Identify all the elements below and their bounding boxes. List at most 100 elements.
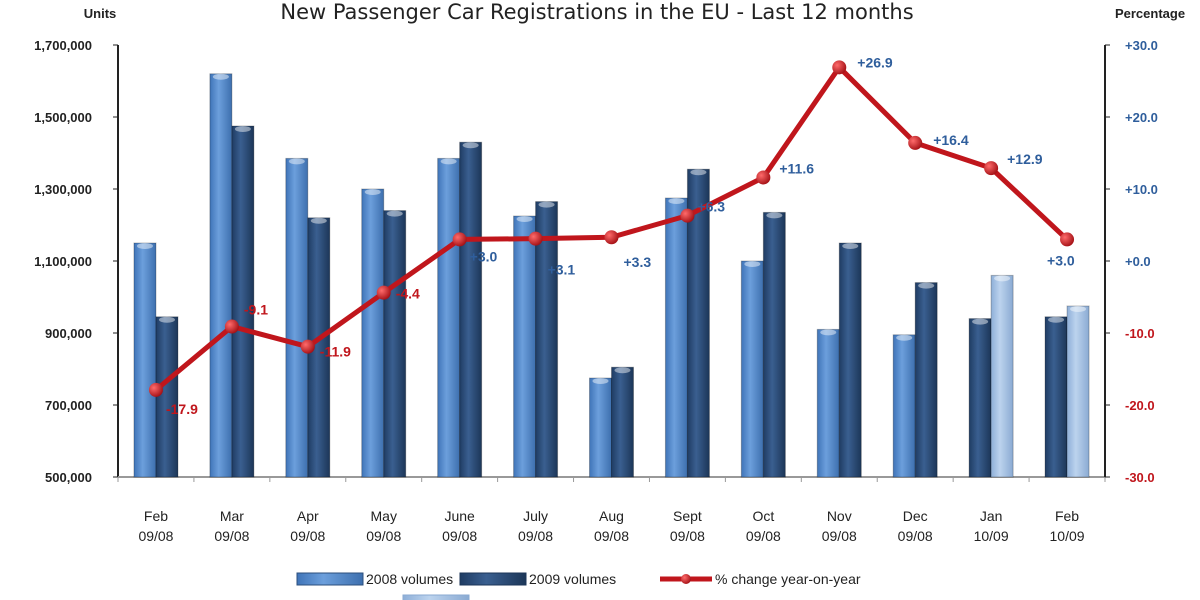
x-label-period: 10/09 xyxy=(974,528,1009,544)
bar-2008 xyxy=(437,157,461,478)
bar-cap-2008 xyxy=(516,216,533,222)
pct-change-point xyxy=(756,170,771,185)
right-tick-label: +30.0 xyxy=(1125,38,1158,53)
right-tick-label: +20.0 xyxy=(1125,110,1158,125)
x-label-month: Dec xyxy=(903,508,928,524)
x-label-period: 10/09 xyxy=(1050,528,1085,544)
bar-2008 xyxy=(209,73,233,478)
bar-cap-2009 xyxy=(972,318,989,325)
bar-cap-2009 xyxy=(158,316,175,323)
bar-cap-2008 xyxy=(592,378,609,384)
right-tick-label: -10.0 xyxy=(1125,326,1155,341)
legend: 2008 volumes 2009 volumes % change year-… xyxy=(296,571,861,600)
bar-2009 xyxy=(611,366,634,478)
pct-change-point xyxy=(300,339,315,354)
bar-2008 xyxy=(589,377,612,478)
pct-change-label: +3.0 xyxy=(1047,252,1075,268)
bar-cap-2008 xyxy=(136,243,153,249)
left-tick-label: 1,300,000 xyxy=(34,182,92,197)
right-tick-label: +10.0 xyxy=(1125,182,1158,197)
left-tick-label: 1,700,000 xyxy=(34,38,92,53)
x-label-period: 09/08 xyxy=(214,528,249,544)
bar-cap-2009 xyxy=(386,210,403,217)
bar-cap-2009 xyxy=(614,367,631,374)
bar-2009 xyxy=(383,210,407,478)
y-axis-label: Units xyxy=(84,6,117,21)
bar-cap-2009 xyxy=(1048,316,1065,323)
legend-swatch-2008 xyxy=(296,572,364,586)
bar-2009 xyxy=(914,282,938,478)
x-label-month: May xyxy=(371,508,397,524)
pct-change-label: -11.9 xyxy=(320,344,351,360)
x-axis-labels: Feb 09/08 Mar 09/08 Apr 09/08 May 09/08 June 09/0… xyxy=(138,508,1084,544)
x-label-period: 09/08 xyxy=(898,528,933,544)
x-label-month: Apr xyxy=(297,508,319,524)
pct-change-point xyxy=(680,208,695,223)
x-label-month: Feb xyxy=(1055,508,1079,524)
right-tick-label: -30.0 xyxy=(1125,470,1155,485)
bar-2009 xyxy=(231,125,255,478)
bar-2009 xyxy=(762,211,786,478)
pct-change-point xyxy=(148,382,163,397)
left-tick-label: 500,000 xyxy=(45,470,92,485)
legend-label-2008: 2008 volumes xyxy=(366,571,453,587)
left-tick-label: 900,000 xyxy=(45,326,92,341)
bar-2008 xyxy=(513,215,537,478)
pct-change-label: -17.9 xyxy=(166,401,198,417)
bar-cap-2008 xyxy=(440,158,457,165)
x-label-month: Nov xyxy=(827,508,852,524)
x-label-period: 09/08 xyxy=(746,528,781,544)
pct-change-label: +16.4 xyxy=(933,132,969,148)
legend-swatch-2010 xyxy=(402,594,470,600)
x-label-month: Feb xyxy=(144,508,168,524)
x-label-period: 09/08 xyxy=(138,528,173,544)
bar-2009 xyxy=(155,316,179,478)
bar-cap-2009 xyxy=(690,169,707,176)
x-label-period: 09/08 xyxy=(594,528,629,544)
legend-dot-marker xyxy=(681,574,691,584)
bar-2009 xyxy=(968,318,992,478)
pct-change-line xyxy=(148,60,1075,397)
bar-2008 xyxy=(892,334,916,478)
bar-cap-2010 xyxy=(994,275,1011,282)
pct-change-label: -4.4 xyxy=(396,286,420,302)
legend-label-line: % change year-on-year xyxy=(715,571,861,587)
pct-change-point xyxy=(376,285,391,300)
bar-2008 xyxy=(664,197,688,478)
bar-cap-2009 xyxy=(766,212,783,219)
pct-change-label: +26.9 xyxy=(857,54,893,70)
x-label-month: Oct xyxy=(752,508,774,524)
right-tick-label: +0.0 xyxy=(1125,254,1151,269)
chart-title: New Passenger Car Registrations in the E… xyxy=(280,0,913,24)
bar-2008 xyxy=(740,260,764,478)
bar-2009 xyxy=(459,141,483,478)
pct-change-point xyxy=(908,135,923,150)
bar-2010 xyxy=(990,274,1014,478)
y2-axis-label: Percentage xyxy=(1115,6,1185,21)
bar-cap-2008 xyxy=(364,189,381,195)
bar-cap-2009 xyxy=(462,142,479,149)
bar-cap-2008 xyxy=(668,198,685,204)
bar-cap-2009 xyxy=(538,201,555,208)
pct-change-point xyxy=(528,231,543,246)
x-label-month: July xyxy=(523,508,548,524)
x-label-period: 09/08 xyxy=(670,528,705,544)
bar-2008 xyxy=(361,188,385,478)
legend-swatch-2009 xyxy=(459,572,527,586)
left-tick-label: 700,000 xyxy=(45,398,92,413)
bars xyxy=(133,73,1090,478)
pct-change-label: -9.1 xyxy=(244,302,268,318)
x-label-period: 09/08 xyxy=(290,528,325,544)
bar-2009 xyxy=(1044,316,1068,478)
pct-change-point xyxy=(984,161,999,176)
right-tick-label: -20.0 xyxy=(1125,398,1155,413)
bar-2009 xyxy=(686,168,710,478)
pct-change-label: +3.1 xyxy=(548,262,576,278)
x-label-month: Aug xyxy=(599,508,624,524)
bar-2009 xyxy=(535,201,559,478)
x-label-month: June xyxy=(444,508,475,524)
left-tick-label: 1,500,000 xyxy=(34,110,92,125)
bar-cap-2008 xyxy=(744,261,761,267)
bar-cap-2009 xyxy=(842,243,859,249)
bar-cap-2008 xyxy=(820,329,837,336)
